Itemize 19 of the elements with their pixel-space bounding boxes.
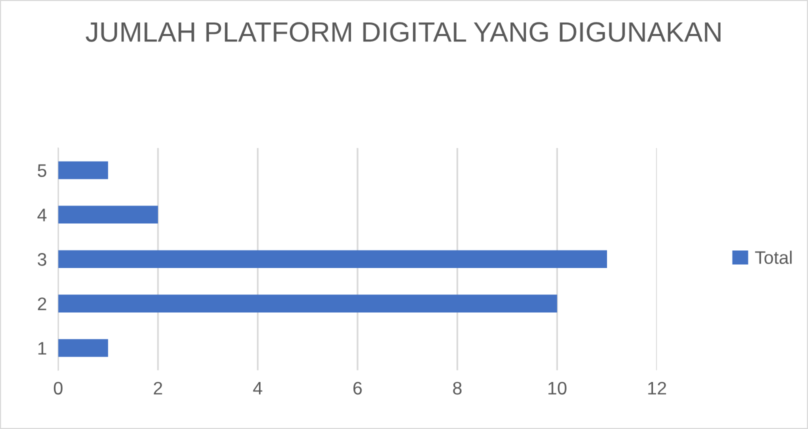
y-tick-label: 1 [38, 342, 46, 355]
x-tick-label: 8 [453, 382, 462, 395]
bar [58, 339, 108, 357]
x-tick-label: 0 [54, 382, 62, 395]
y-tick-label: 3 [38, 253, 46, 266]
bar [58, 250, 608, 268]
x-tick-label: 2 [154, 382, 162, 394]
bar [58, 206, 158, 224]
bar [58, 161, 108, 180]
bar [58, 294, 558, 312]
x-tick-label: 12 [648, 382, 666, 394]
y-tick-label: 4 [37, 208, 47, 222]
legend-label: Total [755, 250, 792, 264]
y-tick-label: 5 [38, 164, 46, 177]
x-tick-label: 4 [253, 382, 262, 394]
chart-title: JUMLAH PLATFORM DIGITAL YANG DIGUNAKAN [86, 22, 720, 42]
y-tick-label: 2 [38, 297, 46, 310]
x-tick-label: 6 [353, 382, 362, 395]
x-tick-label: 10 [548, 382, 566, 395]
